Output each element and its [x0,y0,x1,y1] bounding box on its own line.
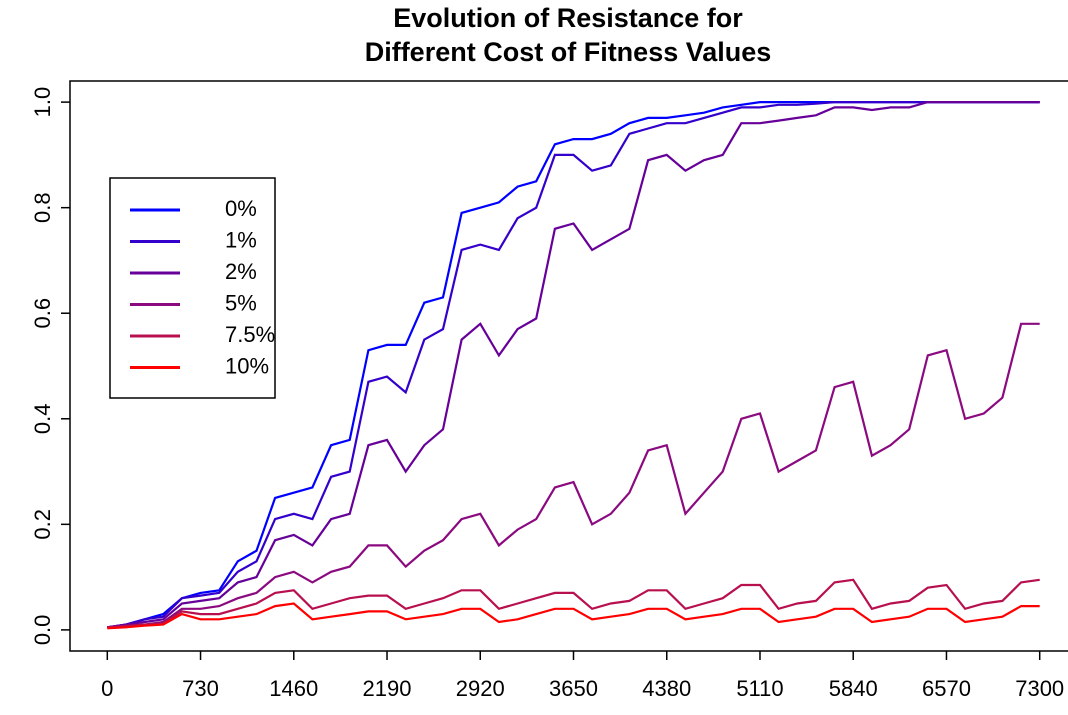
x-tick-label: 4380 [642,676,691,701]
x-tick-label: 2920 [456,676,505,701]
x-tick-label: 5110 [736,676,783,701]
legend-label: 1% [225,227,257,252]
series-line [107,602,1040,630]
chart-title: Evolution of Resistance for [393,3,743,33]
series-line [107,578,1040,629]
x-tick-label: 2190 [363,676,412,701]
x-tick-label: 0 [101,676,113,701]
series-line [107,322,1040,629]
x-tick-label: 1460 [269,676,318,701]
series-line [107,101,1040,629]
legend-label: 2% [225,259,257,284]
x-tick-label: 6570 [922,676,971,701]
x-tick-label: 730 [182,676,219,701]
y-tick-label: 1.0 [30,87,55,118]
legend-label: 0% [225,196,257,221]
x-tick-label: 7300 [1015,676,1064,701]
y-tick-label: 0.8 [30,192,55,223]
legend-label: 10% [225,353,269,378]
series-line [107,101,1040,629]
y-tick-label: 0.2 [30,509,55,540]
legend-label: 7.5% [225,322,275,347]
chart-title: Different Cost of Fitness Values [365,37,772,67]
y-tick-label: 0.4 [30,403,55,434]
y-tick-label: 0.6 [30,298,55,329]
x-tick-label: 3650 [549,676,598,701]
legend-label: 5% [225,290,257,315]
y-tick-label: 0.0 [30,615,55,646]
legend-box [109,177,276,399]
x-tick-label: 5840 [829,676,878,701]
